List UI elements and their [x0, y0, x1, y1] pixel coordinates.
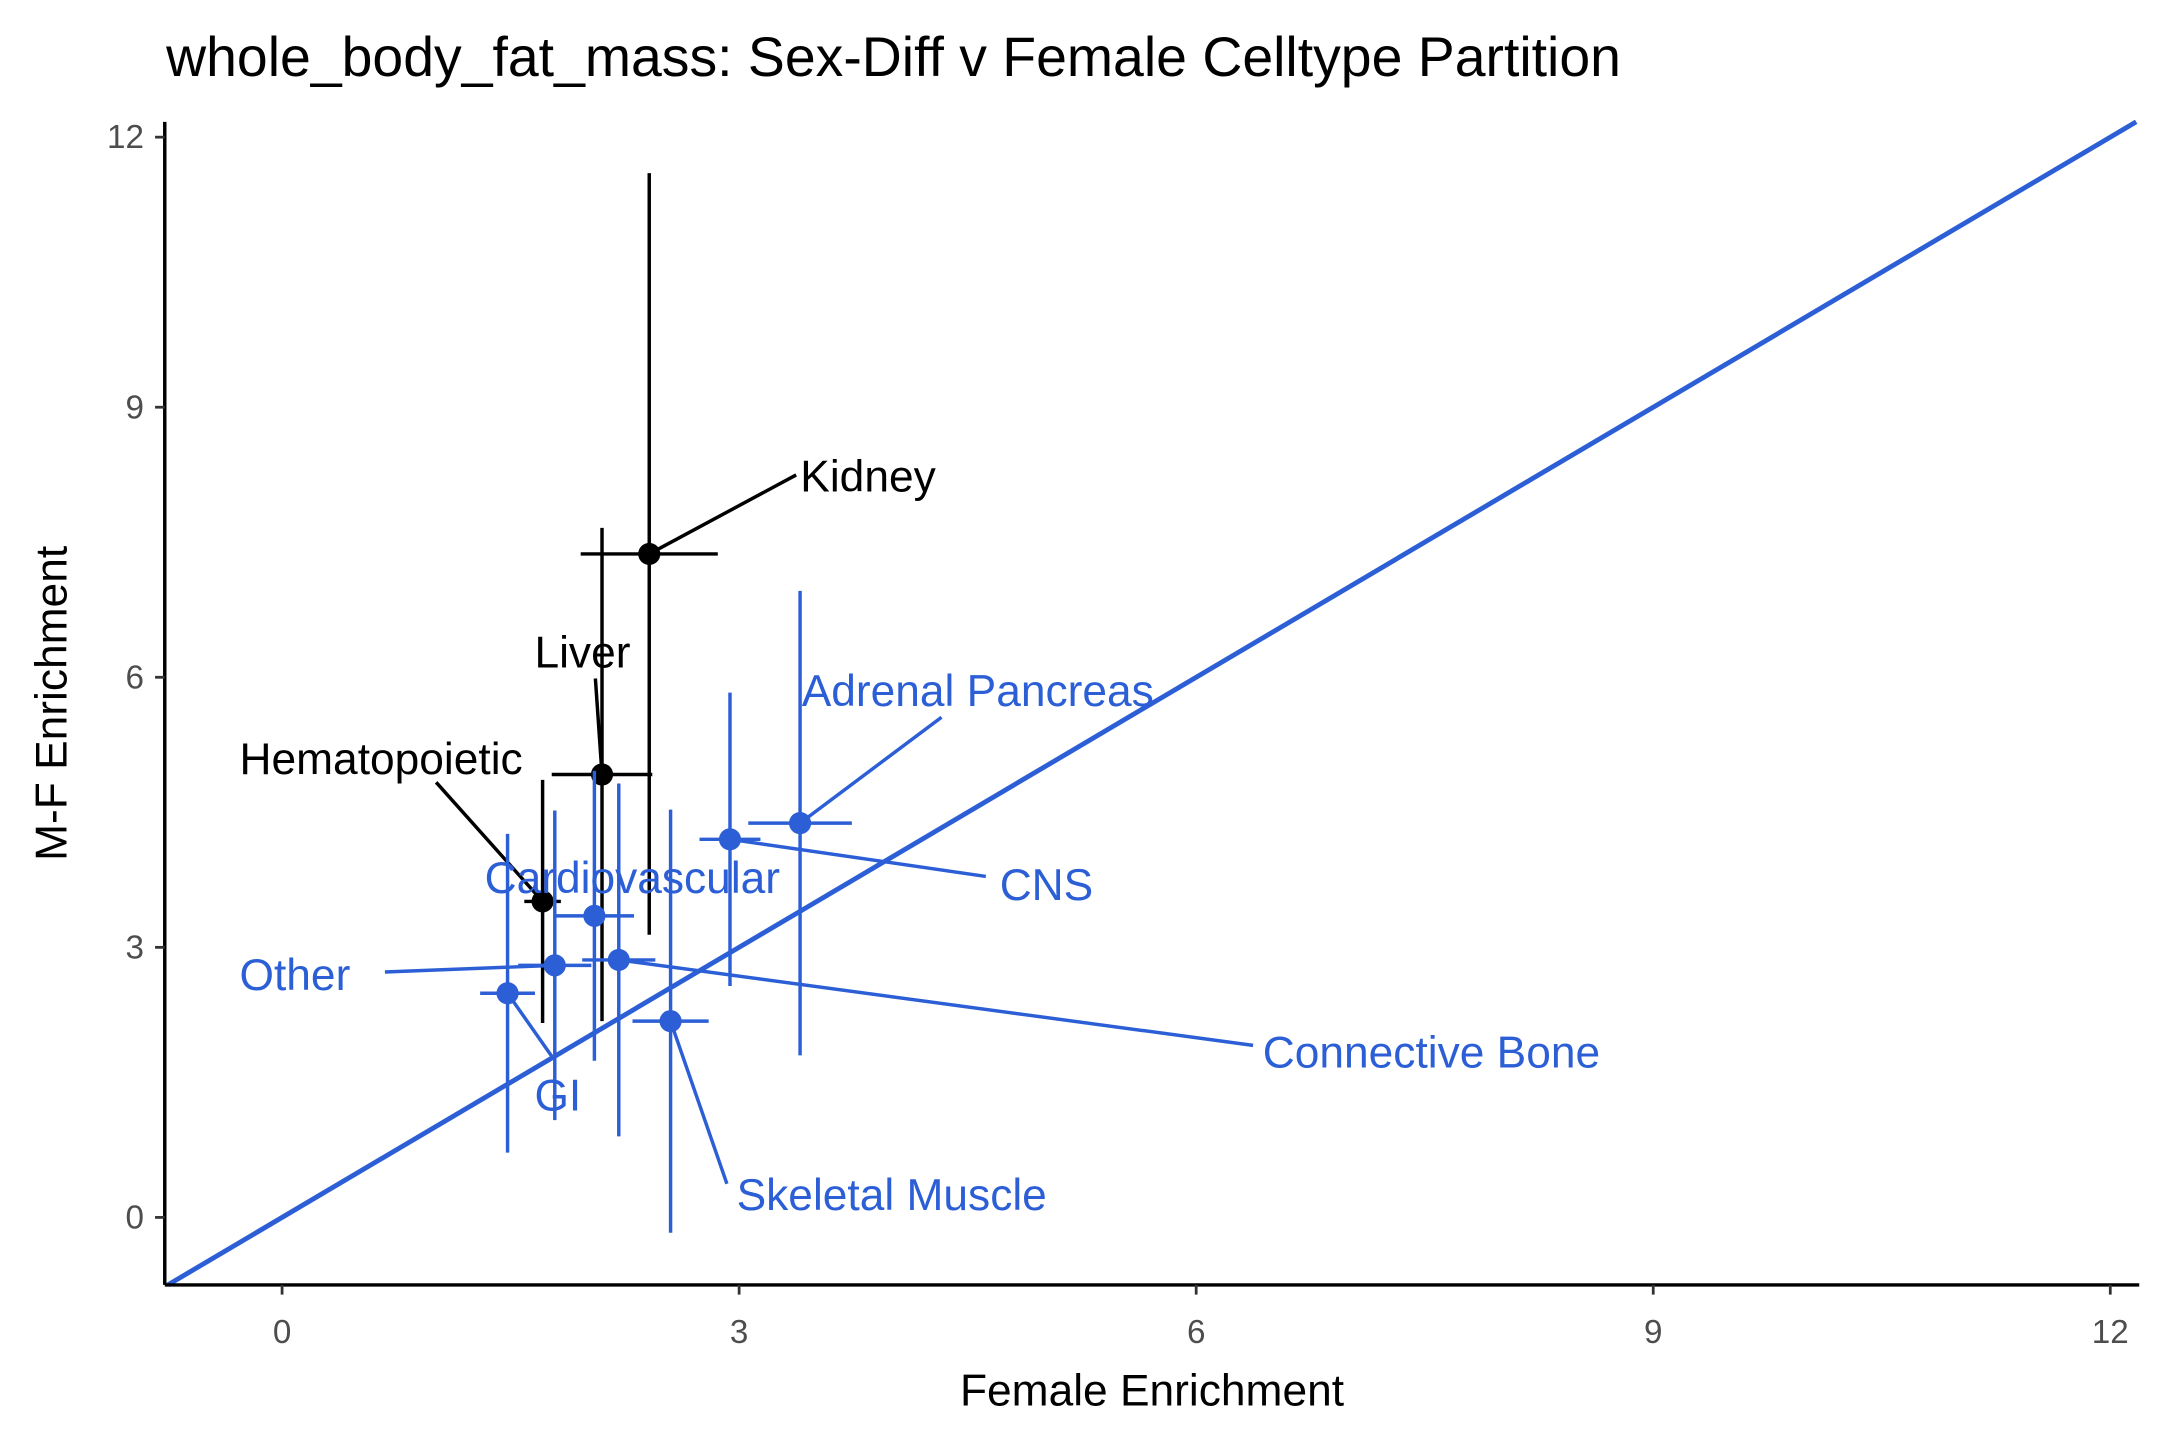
y-tick-label: 0	[126, 1199, 144, 1236]
x-tick-label: 9	[1644, 1314, 1662, 1351]
x-tick-label: 3	[730, 1314, 748, 1351]
point-label: Other	[240, 951, 351, 1000]
y-tick-label: 12	[107, 119, 144, 156]
point-label: CNS	[1000, 861, 1094, 910]
point-label: Kidney	[800, 453, 936, 502]
x-tick-label: 0	[273, 1314, 291, 1351]
point	[607, 948, 630, 972]
point	[583, 904, 606, 927]
x-tick-label: 6	[1187, 1314, 1205, 1351]
identity-line	[166, 119, 2138, 1288]
point-label: Liver	[534, 628, 630, 677]
label-leader	[668, 1020, 729, 1185]
label-leader	[729, 837, 987, 879]
point-label: Cardiovascular	[485, 854, 781, 903]
x-axis-title: Female Enrichment	[960, 1366, 1344, 1415]
point	[496, 982, 519, 1005]
point-label: Skeletal Muscle	[737, 1171, 1047, 1220]
point	[659, 1010, 682, 1033]
point	[531, 890, 554, 913]
point	[638, 542, 661, 566]
label-leader	[434, 781, 544, 903]
y-tick-label: 6	[126, 659, 144, 696]
y-tick-label: 3	[126, 929, 144, 966]
label-leader	[799, 715, 943, 825]
label-leader	[618, 958, 1254, 1048]
y-tick-label: 9	[126, 389, 144, 426]
point	[788, 812, 812, 835]
point-label: Adrenal Pancreas	[802, 667, 1154, 716]
point-label: Connective Bone	[1263, 1029, 1600, 1078]
point	[543, 954, 566, 977]
point-label: Hematopoietic	[240, 735, 523, 784]
label-leader	[506, 992, 556, 1061]
chart-title: whole_body_fat_mass: Sex-Diff v Female C…	[165, 26, 1621, 88]
label-leader	[648, 473, 797, 556]
point-label: GI	[534, 1071, 581, 1120]
x-tick-label: 12	[2092, 1314, 2129, 1351]
y-axis-title: M-F Enrichment	[27, 546, 76, 861]
point	[718, 828, 742, 851]
point	[590, 763, 614, 786]
